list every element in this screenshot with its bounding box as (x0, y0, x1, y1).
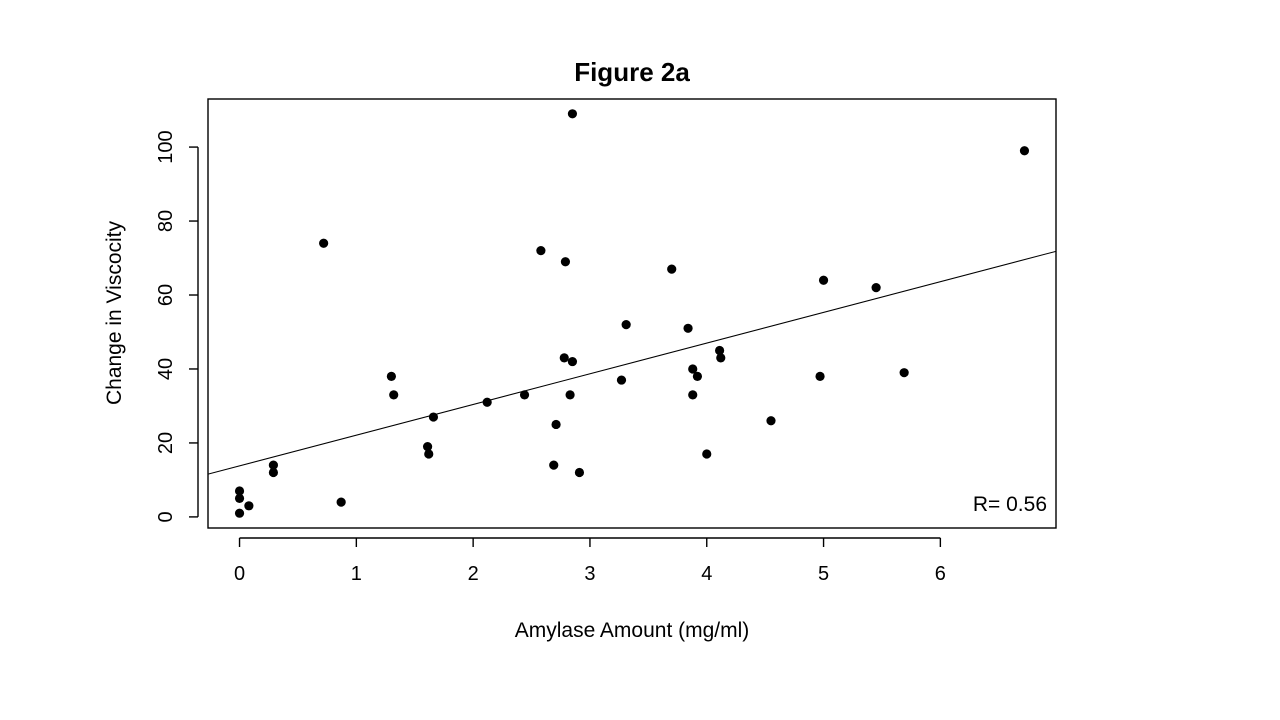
data-point (336, 497, 346, 507)
data-point (899, 368, 909, 378)
plot-area (208, 109, 1056, 518)
data-point (422, 442, 433, 452)
y-axis: 0 20 40 60 80 100 (155, 130, 199, 522)
data-point (815, 371, 825, 381)
data-point (692, 371, 703, 381)
data-point (319, 238, 329, 248)
data-point (574, 467, 585, 478)
data-point (551, 419, 561, 430)
data-point (234, 493, 245, 504)
y-tick-label: 0 (155, 511, 177, 522)
x-axis: 0 1 2 3 4 5 6 (234, 537, 946, 585)
data-point (702, 449, 712, 459)
data-point (244, 501, 254, 511)
x-tick-label: 5 (818, 563, 829, 585)
x-tick-label: 6 (935, 563, 946, 585)
x-tick-label: 4 (701, 563, 712, 585)
data-point (871, 283, 881, 293)
correlation-annotation: R= 0.56 (973, 493, 1047, 516)
data-point (268, 460, 279, 470)
data-point (519, 390, 530, 400)
data-point (621, 319, 631, 330)
x-tick-label: 1 (351, 563, 362, 585)
y-axis-label: Change in Viscocity (103, 220, 126, 405)
y-tick-label: 60 (155, 284, 177, 306)
data-point (716, 353, 726, 363)
data-point (688, 364, 698, 374)
data-point (616, 375, 627, 385)
data-point (667, 264, 677, 274)
y-tick-label: 100 (155, 130, 177, 163)
data-point (688, 390, 698, 400)
data-point (268, 467, 279, 478)
chart-title: Figure 2a (574, 57, 690, 87)
data-point (482, 397, 492, 407)
x-tick-label: 2 (468, 563, 479, 585)
data-point (1019, 146, 1030, 156)
data-point (766, 416, 776, 426)
data-point (428, 412, 439, 422)
data-point (565, 390, 575, 400)
data-point (715, 345, 725, 356)
x-axis-label: Amylase Amount (mg/ml) (515, 619, 750, 642)
data-point (536, 246, 546, 256)
data-point (560, 257, 571, 267)
data-point (683, 323, 693, 333)
data-point (234, 486, 245, 496)
data-point (567, 356, 578, 367)
data-point (386, 371, 396, 381)
data-point (234, 508, 245, 518)
y-tick-label: 20 (155, 432, 177, 454)
plot-frame (207, 98, 1057, 529)
x-tick-label: 3 (584, 563, 595, 585)
y-tick-label: 40 (155, 358, 177, 380)
data-point (389, 390, 399, 400)
data-point (567, 109, 578, 119)
data-point (818, 275, 829, 285)
data-point (549, 460, 559, 470)
data-point (559, 353, 569, 363)
x-tick-label: 0 (234, 563, 245, 585)
y-tick-label: 80 (155, 210, 177, 232)
data-point (424, 449, 434, 459)
regression-line (208, 250, 1056, 475)
